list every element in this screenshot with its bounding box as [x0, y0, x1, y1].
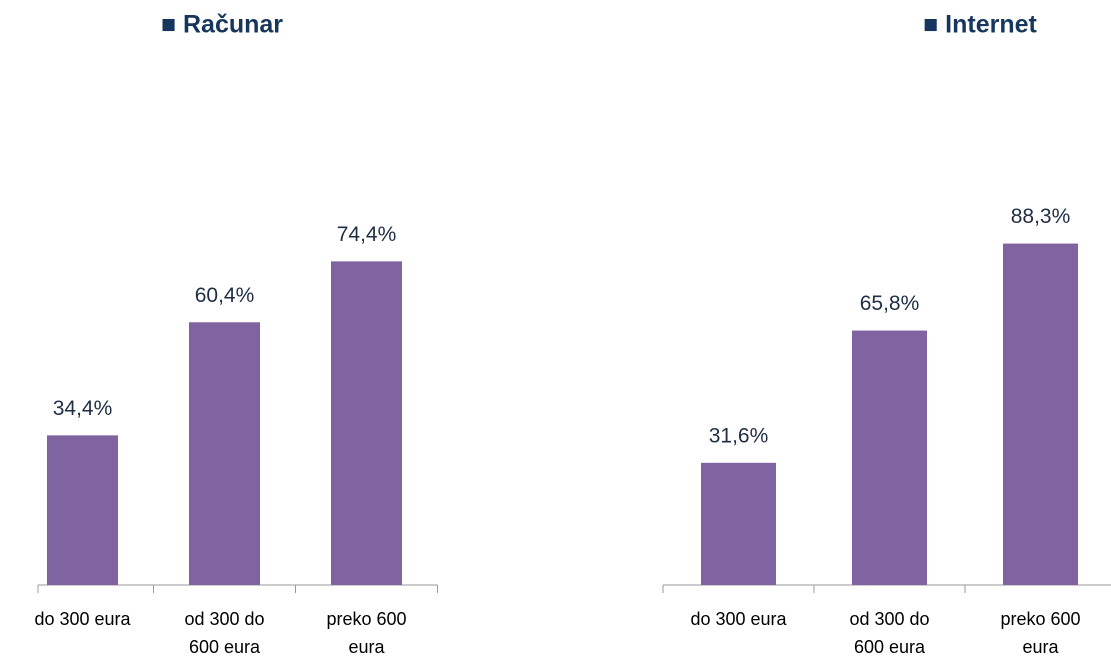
bar: [1003, 243, 1078, 585]
x-tick-label: od 300 do 600 eura: [184, 609, 264, 657]
value-label: 74,4%: [337, 223, 397, 246]
x-tick-label: preko 600 eura: [326, 609, 406, 657]
x-tick-label: do 300 eura: [34, 609, 131, 629]
chart-title: ■ Internet: [923, 11, 1037, 39]
chart-title: ■ Računar: [161, 11, 283, 39]
bar: [331, 261, 402, 585]
x-tick-label: preko 600 eura: [1000, 609, 1080, 657]
value-label: 31,6%: [709, 424, 769, 447]
value-label: 88,3%: [1011, 205, 1071, 228]
bar: [47, 435, 118, 585]
value-label: 34,4%: [53, 397, 113, 420]
bar: [701, 462, 776, 585]
value-label: 60,4%: [195, 284, 255, 307]
x-tick-label: do 300 eura: [690, 609, 787, 629]
x-tick-label: od 300 do 600 eura: [849, 609, 929, 657]
value-label: 65,8%: [860, 292, 920, 315]
bar: [852, 330, 927, 585]
bar: [189, 322, 260, 585]
